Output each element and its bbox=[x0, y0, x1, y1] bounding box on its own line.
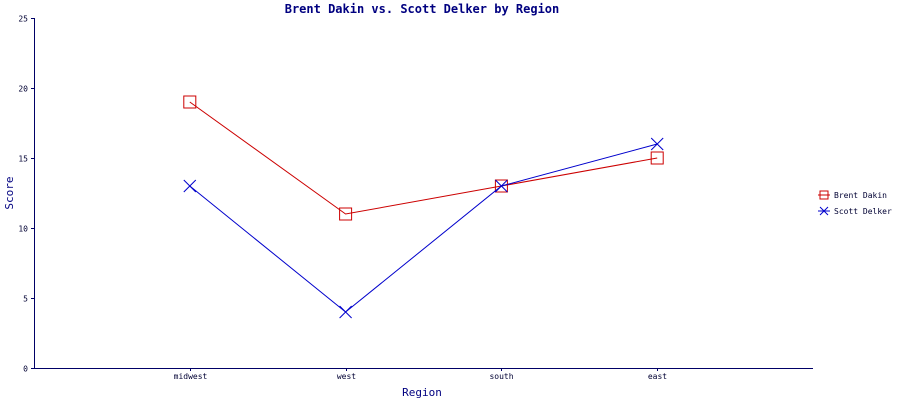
x-marker-stroke bbox=[650, 137, 664, 151]
legend: Brent Dakin Scott Delker bbox=[818, 190, 892, 216]
x-tick-label: south bbox=[489, 372, 513, 381]
x-axis-label: Region bbox=[402, 386, 442, 399]
legend-label: Brent Dakin bbox=[834, 191, 887, 200]
data-point-square-marker bbox=[650, 151, 664, 165]
series-2 bbox=[183, 137, 664, 319]
series-line bbox=[189, 101, 658, 215]
data-point-x-marker bbox=[183, 179, 197, 193]
y-axis-label: Score bbox=[3, 176, 16, 209]
data-point-square-marker bbox=[494, 179, 508, 193]
y-tick-label: 10 bbox=[18, 225, 28, 234]
data-point-x-marker bbox=[819, 206, 829, 216]
data-point-square-marker bbox=[339, 207, 353, 221]
data-point-square-marker bbox=[819, 190, 829, 200]
x-tick-label: midwest bbox=[174, 372, 208, 381]
x-ticks: midwest west south east bbox=[174, 368, 667, 381]
y-tick-label: 25 bbox=[18, 15, 28, 24]
y-tick-label: 5 bbox=[23, 295, 28, 304]
x-tick-label: west bbox=[337, 372, 356, 381]
data-point-x-marker bbox=[339, 305, 352, 319]
series-group bbox=[183, 95, 664, 319]
y-tick-label: 20 bbox=[18, 85, 28, 94]
x-marker-stroke bbox=[819, 206, 829, 216]
x-marker-stroke bbox=[495, 179, 508, 193]
x-marker-stroke bbox=[339, 305, 352, 319]
legend-label: Scott Delker bbox=[834, 207, 892, 216]
data-point-square-marker bbox=[183, 95, 197, 109]
y-ticks: 0 5 10 15 20 25 bbox=[18, 15, 34, 374]
x-tick-label: east bbox=[648, 372, 667, 381]
legend-item: Brent Dakin bbox=[818, 190, 887, 200]
series-line bbox=[189, 143, 658, 313]
chart-title: Brent Dakin vs. Scott Delker by Region bbox=[285, 2, 560, 16]
data-point-x-marker bbox=[495, 179, 508, 193]
series-1 bbox=[183, 95, 664, 221]
data-point-x-marker bbox=[650, 137, 664, 151]
y-tick-label: 15 bbox=[18, 155, 28, 164]
y-tick-label: 0 bbox=[23, 365, 28, 374]
x-marker-stroke bbox=[183, 179, 197, 193]
legend-item: Scott Delker bbox=[818, 206, 892, 216]
